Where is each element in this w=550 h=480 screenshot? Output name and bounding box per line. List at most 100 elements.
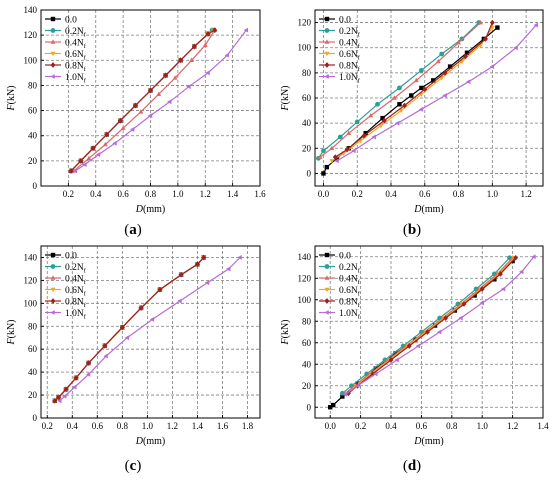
legend-label: 0.8Nf bbox=[339, 62, 361, 74]
y-axis-label: F(kN) bbox=[6, 86, 17, 112]
legend-marker bbox=[50, 252, 56, 258]
x-tick-label: 0.2 bbox=[63, 189, 74, 199]
data-point bbox=[224, 52, 229, 58]
series-line bbox=[59, 257, 241, 402]
data-point bbox=[212, 27, 218, 33]
series-line bbox=[317, 22, 480, 159]
x-tick-label: 1.0 bbox=[142, 421, 154, 431]
data-point bbox=[489, 19, 495, 26]
data-point bbox=[102, 342, 108, 349]
legend-marker bbox=[50, 298, 56, 304]
legend-marker bbox=[324, 39, 330, 44]
legend-label: 0.2Nf bbox=[65, 27, 87, 39]
data-point bbox=[334, 158, 339, 164]
data-point bbox=[406, 343, 412, 349]
data-point bbox=[437, 329, 442, 335]
y-tick-label: 100 bbox=[24, 298, 38, 308]
data-point bbox=[103, 353, 108, 359]
series-line bbox=[70, 29, 216, 172]
y-tick-label: 80 bbox=[28, 321, 38, 331]
data-point bbox=[500, 286, 506, 292]
legend-marker bbox=[324, 51, 330, 57]
data-point bbox=[479, 286, 485, 292]
plot-frame bbox=[314, 245, 544, 419]
legend-marker bbox=[324, 28, 330, 33]
y-tick-label: 100 bbox=[298, 43, 312, 53]
data-point bbox=[533, 22, 539, 28]
legend-label: 0.2Nf bbox=[65, 263, 87, 275]
series-4 bbox=[332, 19, 495, 160]
data-point bbox=[513, 254, 519, 261]
data-point bbox=[138, 109, 144, 114]
x-axis-label: D(mm) bbox=[413, 436, 443, 447]
y-tick-label: 0 bbox=[33, 181, 38, 191]
y-tick-label: 60 bbox=[28, 106, 38, 116]
data-point bbox=[391, 95, 397, 100]
data-point bbox=[329, 159, 335, 164]
series-4 bbox=[52, 254, 207, 404]
data-point bbox=[331, 402, 336, 408]
data-point bbox=[456, 40, 461, 45]
x-tick-label: 0.8 bbox=[145, 189, 157, 199]
y-tick-label: 40 bbox=[302, 118, 312, 128]
legend-label: 0.0 bbox=[65, 16, 77, 26]
x-tick-label: 0.2 bbox=[355, 421, 366, 431]
data-point bbox=[205, 31, 211, 37]
legend-marker bbox=[324, 252, 330, 258]
x-axis-label: D(mm) bbox=[413, 204, 443, 215]
data-point bbox=[178, 271, 184, 278]
x-tick-label: 1.4 bbox=[537, 421, 549, 431]
panel-caption: (b) bbox=[403, 222, 421, 238]
data-point bbox=[119, 324, 125, 331]
x-tick-label: 1.0 bbox=[477, 421, 489, 431]
y-tick-label: 80 bbox=[302, 68, 312, 78]
data-point bbox=[82, 162, 87, 168]
data-point bbox=[397, 85, 402, 91]
legend-label: 0.0 bbox=[339, 16, 351, 26]
legend-label: 0.8Nf bbox=[65, 298, 87, 310]
data-point bbox=[332, 154, 338, 160]
data-point bbox=[163, 72, 168, 79]
series-2 bbox=[317, 19, 483, 159]
data-point bbox=[479, 300, 484, 306]
data-point bbox=[489, 64, 495, 69]
data-point bbox=[370, 371, 376, 377]
legend-label: 0.8Nf bbox=[339, 298, 361, 310]
data-point bbox=[63, 386, 69, 393]
data-point bbox=[205, 70, 210, 76]
data-point bbox=[368, 112, 374, 118]
data-point bbox=[117, 117, 123, 124]
data-point bbox=[442, 69, 448, 76]
series-5 bbox=[72, 27, 249, 174]
series-3 bbox=[68, 28, 216, 174]
y-tick-label: 80 bbox=[302, 316, 312, 326]
data-point bbox=[57, 398, 62, 404]
x-tick-label: 0.8 bbox=[117, 421, 129, 431]
y-axis-label: F(kN) bbox=[6, 320, 17, 346]
legend-marker bbox=[50, 287, 56, 293]
legend-label: 0.6Nf bbox=[65, 50, 87, 62]
legend-marker bbox=[50, 51, 56, 57]
x-tick-label: 0.6 bbox=[92, 421, 104, 431]
legend-label: 0.4Nf bbox=[65, 275, 87, 287]
data-point bbox=[461, 301, 467, 307]
data-point bbox=[439, 51, 445, 57]
legend-marker bbox=[324, 264, 330, 269]
y-tick-label: 20 bbox=[302, 143, 312, 153]
data-point bbox=[202, 42, 208, 47]
series-line bbox=[73, 29, 216, 172]
data-point bbox=[104, 131, 110, 138]
x-axis-label: D(mm) bbox=[135, 436, 165, 447]
data-point bbox=[186, 84, 191, 90]
x-tick-label: 1.4 bbox=[192, 421, 204, 431]
x-tick-label: 0.8 bbox=[453, 189, 465, 199]
legend-label: 1.0Nf bbox=[65, 73, 87, 85]
data-point bbox=[237, 255, 242, 260]
legend-label: 0.4Nf bbox=[339, 275, 361, 287]
data-point bbox=[418, 106, 424, 112]
series-line bbox=[74, 29, 247, 172]
data-point bbox=[90, 145, 96, 152]
series-line bbox=[331, 27, 493, 162]
legend-label: 0.4Nf bbox=[339, 39, 361, 51]
